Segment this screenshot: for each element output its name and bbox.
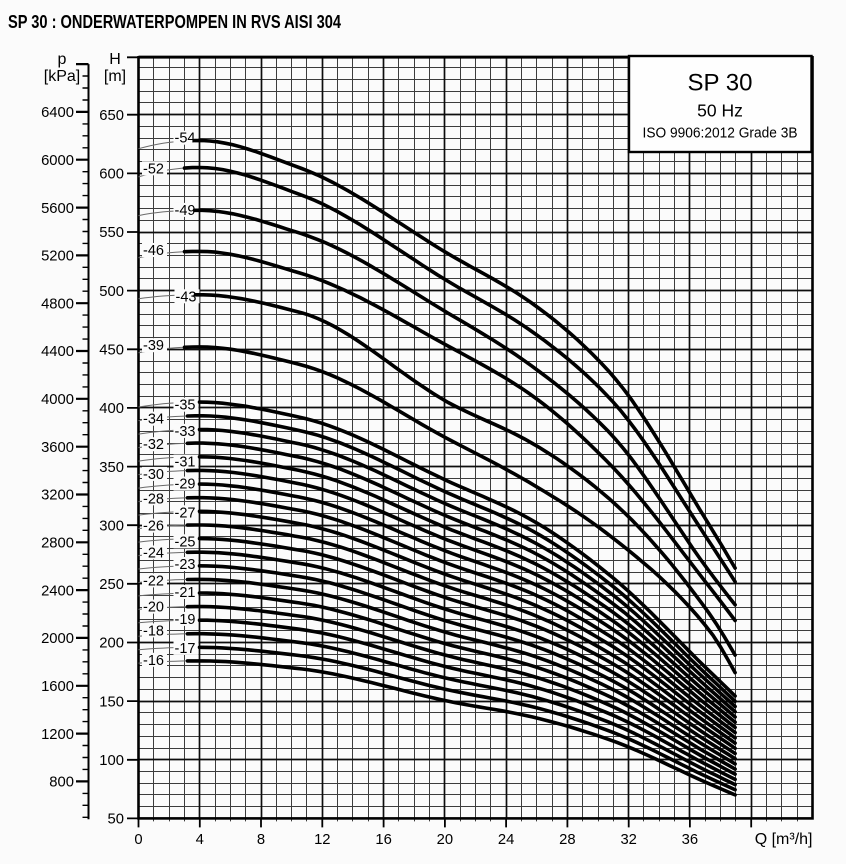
svg-text:3600: 3600 [41, 440, 74, 456]
svg-text:-16: -16 [143, 653, 164, 669]
svg-text:150: 150 [99, 694, 124, 710]
svg-text:36: 36 [682, 832, 698, 848]
svg-text:600: 600 [99, 167, 124, 183]
svg-text:3200: 3200 [41, 488, 74, 504]
svg-text:12: 12 [314, 832, 330, 848]
svg-text:650: 650 [99, 108, 124, 124]
svg-text:-29: -29 [175, 477, 196, 493]
svg-text:2400: 2400 [41, 583, 74, 599]
svg-text:4800: 4800 [41, 296, 74, 312]
svg-text:550: 550 [99, 225, 124, 241]
svg-text:-21: -21 [175, 585, 196, 601]
svg-text:-43: -43 [176, 289, 197, 305]
svg-text:2800: 2800 [41, 536, 74, 552]
svg-text:-25: -25 [175, 534, 196, 550]
svg-text:-28: -28 [143, 491, 164, 507]
svg-text:4000: 4000 [41, 392, 74, 408]
svg-text:-54: -54 [175, 131, 196, 147]
svg-text:-33: -33 [175, 424, 196, 440]
svg-text:5600: 5600 [41, 201, 74, 217]
svg-text:32: 32 [620, 832, 636, 848]
svg-text:8: 8 [257, 832, 265, 848]
svg-text:-26: -26 [143, 519, 164, 535]
svg-text:-52: -52 [143, 161, 164, 177]
svg-text:100: 100 [99, 753, 124, 769]
svg-text:800: 800 [49, 775, 74, 791]
svg-text:-30: -30 [143, 467, 164, 483]
svg-text:200: 200 [99, 636, 124, 652]
svg-text:16: 16 [375, 832, 391, 848]
svg-text:-31: -31 [175, 455, 196, 471]
svg-text:[m]: [m] [104, 68, 126, 85]
svg-text:20: 20 [437, 832, 453, 848]
svg-text:1200: 1200 [41, 727, 74, 743]
svg-text:0: 0 [134, 832, 142, 848]
svg-text:[kPa]: [kPa] [44, 68, 80, 85]
svg-text:-46: -46 [143, 243, 164, 259]
svg-text:-24: -24 [143, 546, 164, 562]
svg-text:6000: 6000 [41, 153, 74, 169]
svg-text:5200: 5200 [41, 249, 74, 265]
svg-text:250: 250 [99, 577, 124, 593]
svg-text:-20: -20 [143, 600, 164, 616]
svg-text:50: 50 [108, 812, 124, 828]
svg-text:-27: -27 [175, 505, 196, 521]
svg-text:-17: -17 [175, 641, 196, 657]
svg-text:-34: -34 [143, 412, 164, 428]
svg-text:-19: -19 [175, 612, 196, 628]
svg-text:-22: -22 [143, 573, 164, 589]
svg-text:300: 300 [99, 518, 124, 534]
svg-text:2000: 2000 [41, 631, 74, 647]
svg-text:SP 30: SP 30 [688, 70, 753, 97]
svg-text:24: 24 [498, 832, 514, 848]
svg-text:-49: -49 [175, 203, 196, 219]
svg-text:-35: -35 [175, 398, 196, 414]
svg-text:SP 30 : ONDERWATERPOMPEN IN RV: SP 30 : ONDERWATERPOMPEN IN RVS AISI 304 [8, 12, 341, 32]
svg-text:450: 450 [99, 343, 124, 359]
svg-text:4400: 4400 [41, 344, 74, 360]
svg-text:6400: 6400 [41, 105, 74, 121]
svg-text:H: H [109, 51, 121, 68]
svg-text:p: p [58, 51, 67, 68]
svg-text:ISO 9906:2012 Grade 3B: ISO 9906:2012 Grade 3B [643, 126, 798, 142]
svg-text:400: 400 [99, 401, 124, 417]
svg-text:500: 500 [99, 284, 124, 300]
svg-text:28: 28 [559, 832, 575, 848]
svg-text:-39: -39 [143, 338, 164, 354]
svg-text:350: 350 [99, 460, 124, 476]
svg-text:-23: -23 [175, 557, 196, 573]
svg-text:1600: 1600 [41, 679, 74, 695]
svg-text:Q [m³/h]: Q [m³/h] [755, 831, 813, 848]
svg-text:4: 4 [196, 832, 204, 848]
svg-text:-18: -18 [143, 623, 164, 639]
svg-text:50 Hz: 50 Hz [697, 101, 743, 121]
svg-text:-32: -32 [143, 437, 164, 453]
